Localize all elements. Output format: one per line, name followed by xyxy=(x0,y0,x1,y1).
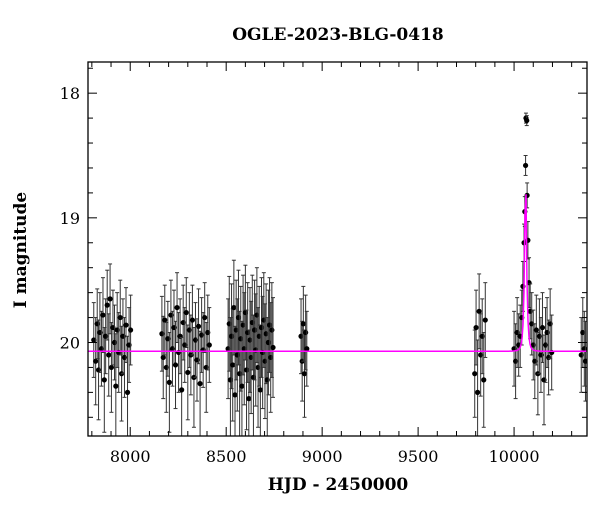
data-point xyxy=(128,327,134,333)
data-point xyxy=(522,162,529,169)
data-point xyxy=(473,324,479,331)
data-point xyxy=(108,364,115,371)
x-tick-label: 9500 xyxy=(398,447,439,466)
data-point xyxy=(304,346,310,352)
data-point xyxy=(301,371,308,377)
data-point xyxy=(472,371,478,377)
plot-frame xyxy=(87,61,588,437)
data-point xyxy=(117,314,123,321)
data-point xyxy=(239,383,245,389)
y-tick-label: 19 xyxy=(60,209,80,228)
x-tick-label: 8000 xyxy=(110,447,151,466)
data-point xyxy=(124,389,131,395)
x-tick-label: 10000 xyxy=(489,447,540,466)
data-point xyxy=(172,362,179,368)
model-curve xyxy=(88,194,587,352)
data-point xyxy=(303,329,309,336)
data-point xyxy=(183,309,189,316)
x-tick-label: 8500 xyxy=(206,447,247,466)
data-point xyxy=(475,389,481,395)
x-axis-label: HJD - 2450000 xyxy=(268,475,409,495)
data-point xyxy=(524,117,530,124)
data-point xyxy=(269,327,275,333)
data-point xyxy=(206,342,212,348)
data-point xyxy=(197,381,203,387)
data-point xyxy=(482,317,488,323)
data-point xyxy=(123,322,129,328)
data-point xyxy=(189,317,196,323)
data-point xyxy=(246,396,252,402)
data-point xyxy=(257,387,263,393)
data-point xyxy=(101,377,107,383)
y-tick-label: 20 xyxy=(60,334,80,353)
data-point xyxy=(270,344,276,351)
data-layer xyxy=(91,112,587,436)
data-point xyxy=(185,369,191,376)
data-point xyxy=(106,352,112,358)
data-point xyxy=(174,304,180,311)
axis-ticks: 8000 8500 9000 9500 10000 18 19 20 xyxy=(60,62,587,466)
data-point xyxy=(300,321,306,327)
data-point xyxy=(160,354,166,361)
x-tick-label: 9000 xyxy=(302,447,343,466)
data-point xyxy=(264,377,270,383)
chart-title: OGLE-2023-BLG-0418 xyxy=(232,25,444,45)
data-point xyxy=(582,358,587,364)
data-point xyxy=(481,377,487,383)
data-point xyxy=(202,314,208,321)
data-point xyxy=(166,379,172,385)
data-point xyxy=(179,387,185,393)
data-point xyxy=(162,317,168,323)
data-point xyxy=(231,304,237,311)
data-point xyxy=(230,362,236,368)
y-tick-label: 18 xyxy=(60,84,80,103)
y-axis-label: I magnitude xyxy=(11,192,31,309)
data-point xyxy=(104,302,110,308)
data-point xyxy=(195,323,202,329)
data-point xyxy=(476,308,482,314)
data-point xyxy=(113,383,119,389)
data-point xyxy=(91,337,97,343)
data-point xyxy=(539,324,546,331)
data-point xyxy=(100,312,106,318)
data-point xyxy=(107,296,113,302)
data-point xyxy=(93,358,99,364)
data-point xyxy=(533,327,539,333)
data-point xyxy=(232,392,238,398)
